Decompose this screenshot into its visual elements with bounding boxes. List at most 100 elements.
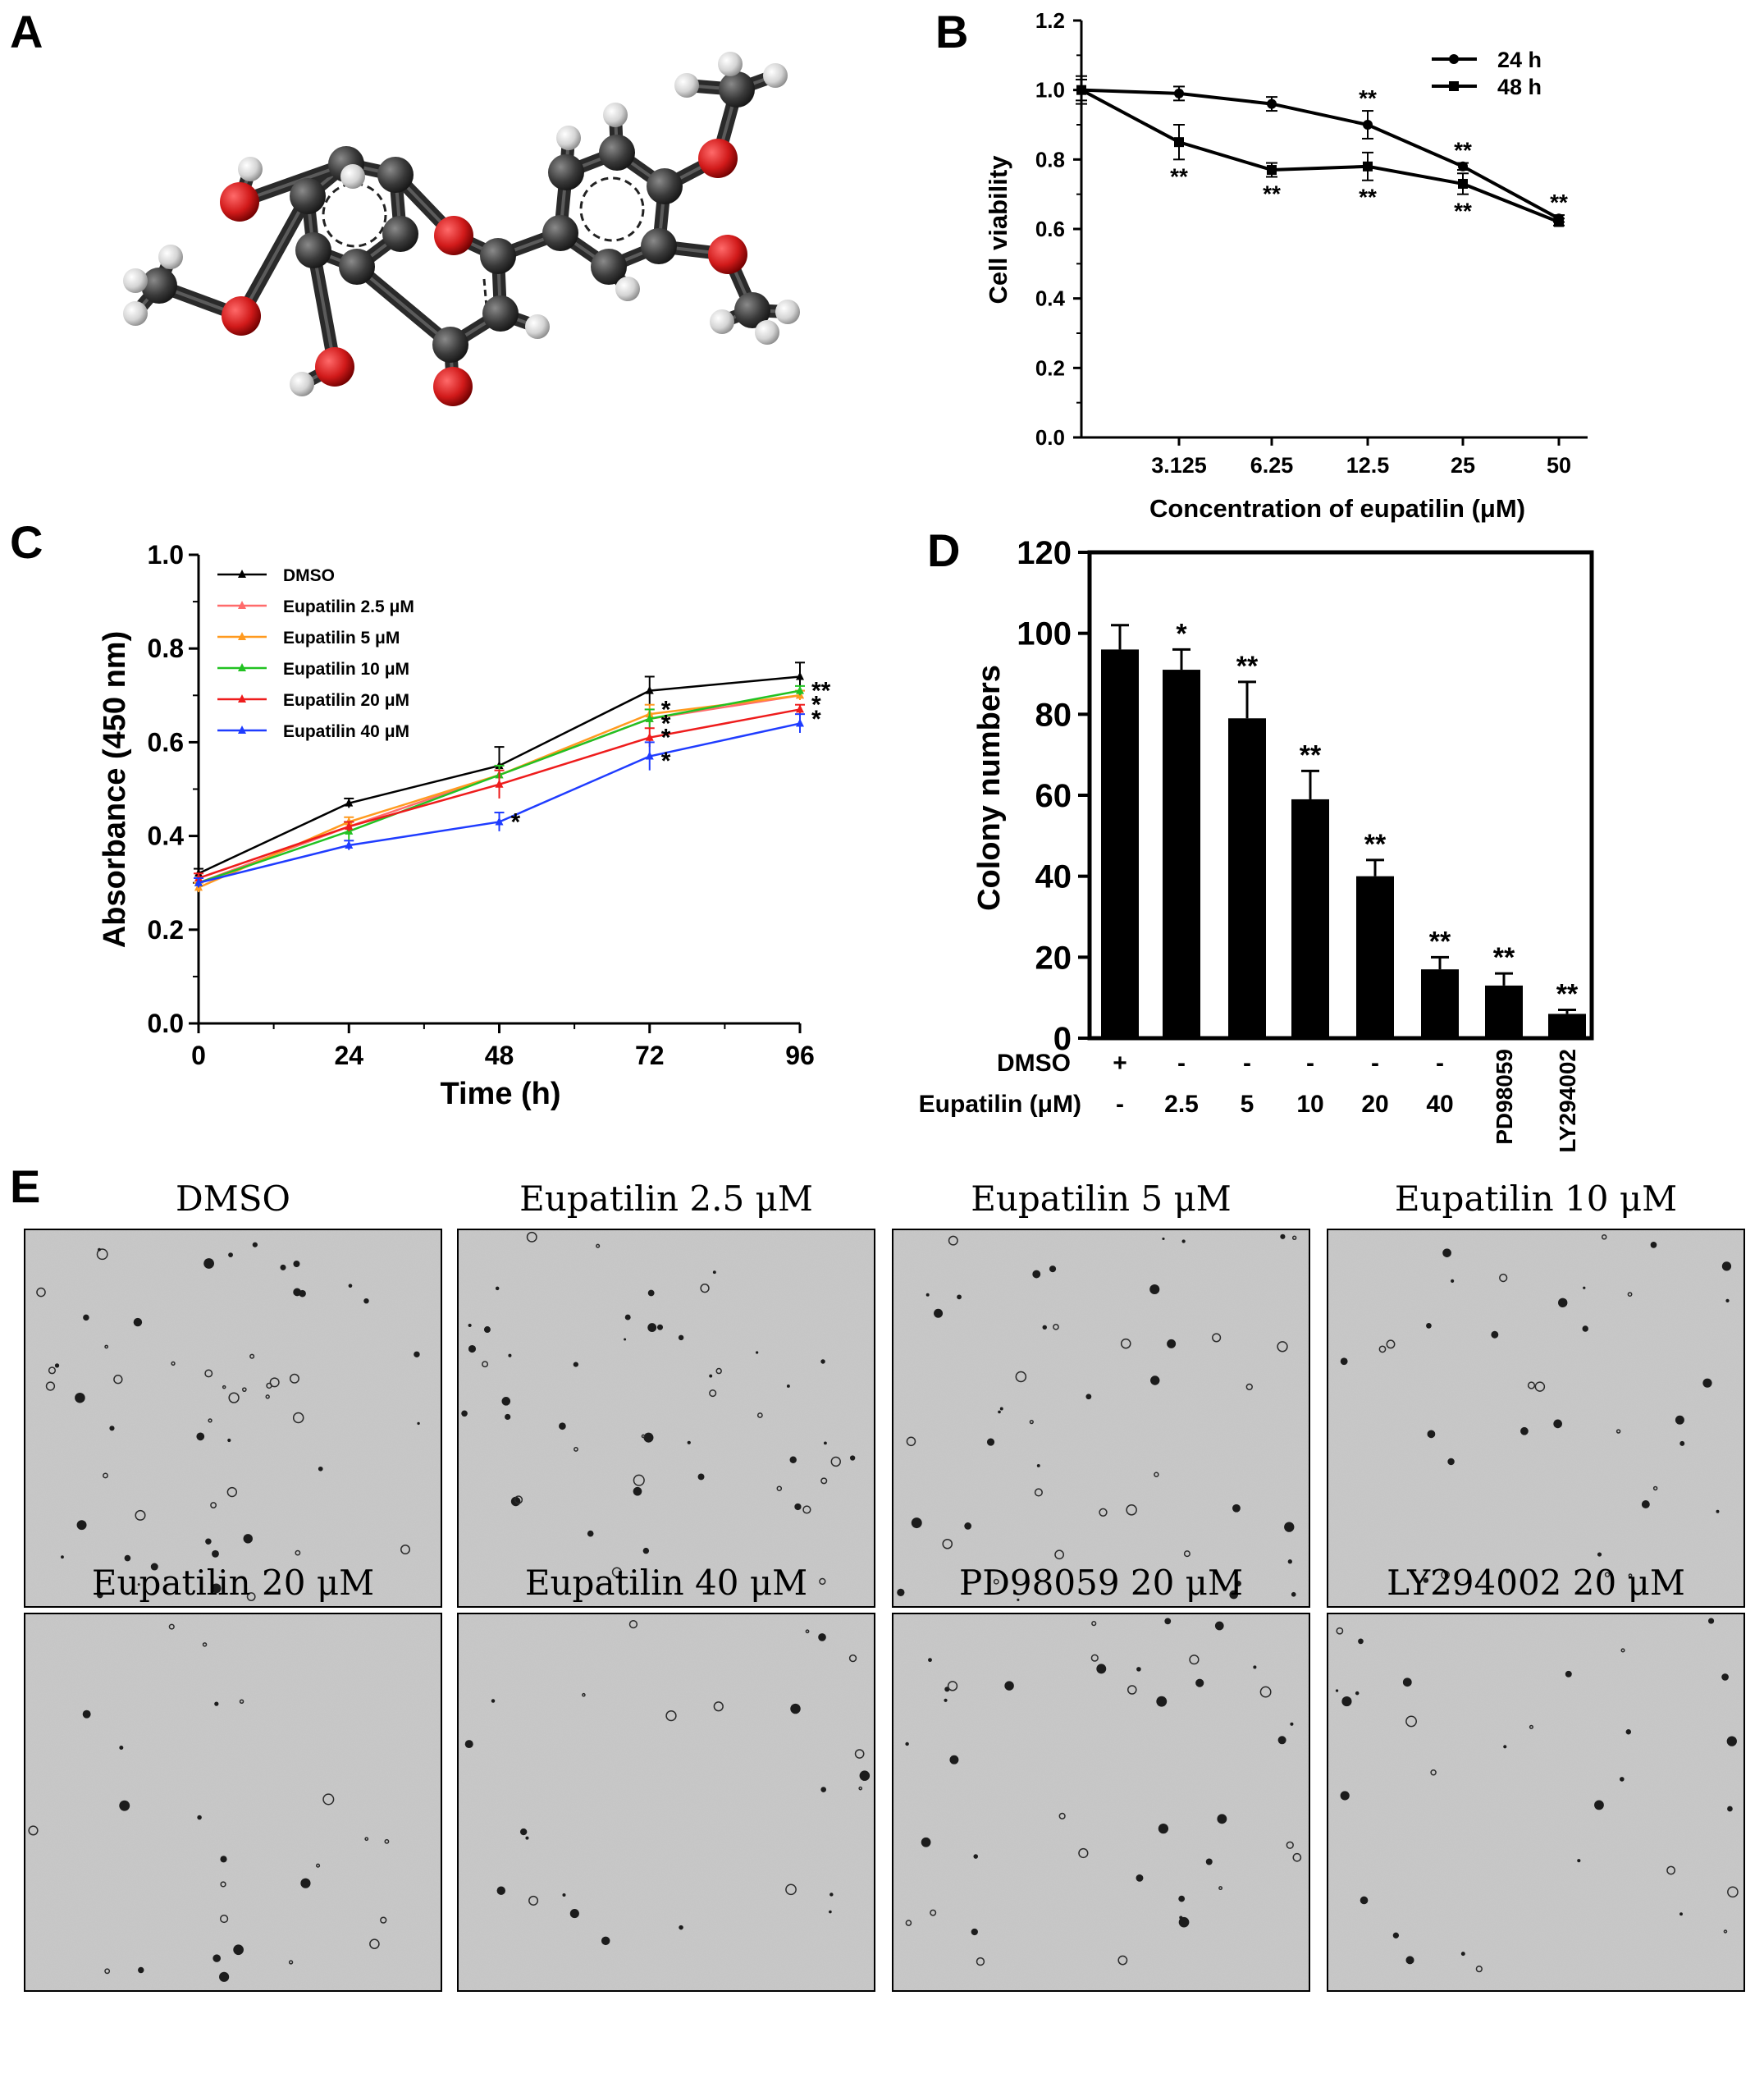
colony: [1447, 1458, 1455, 1466]
hydrogen-atom: [123, 268, 148, 293]
hydrogen-atom: [340, 164, 365, 189]
colony: [854, 1749, 865, 1759]
colony: [1150, 1375, 1160, 1385]
colony: [135, 1509, 146, 1521]
series-line-24-h: [1081, 88, 1560, 221]
hydrogen-atom: [674, 73, 699, 98]
colony: [1725, 1298, 1730, 1303]
colony: [1218, 1886, 1223, 1891]
colony: [293, 1288, 302, 1297]
colony: [657, 1324, 664, 1330]
micrograph-frame: [457, 1613, 875, 1992]
colony: [587, 1530, 594, 1537]
y-tick-label: 40: [1035, 859, 1072, 895]
colony: [1229, 1590, 1239, 1600]
colony: [210, 1502, 217, 1508]
chart-d-colony-numbers: 0 20 40 60 80 100 120 Colony numbers + - * - 2.5 ** - 5…: [919, 535, 1594, 1153]
data-point: [345, 798, 354, 807]
colony: [611, 1567, 622, 1577]
panel-letter-d: D: [927, 524, 960, 576]
colony: [1004, 1681, 1014, 1691]
data-point: [495, 817, 504, 826]
colony: [1099, 1508, 1108, 1517]
colony: [119, 1800, 130, 1811]
colony: [1091, 1621, 1097, 1627]
aromatic-ring-a: [322, 182, 387, 248]
legend-label: DMSO: [283, 566, 335, 585]
colony: [109, 1426, 115, 1431]
bar: [1291, 799, 1329, 1038]
colony: [1534, 1381, 1546, 1392]
colony: [36, 1287, 46, 1298]
colony: [1217, 1814, 1227, 1824]
micrograph-title: Eupatilin 5 μM: [971, 1179, 1232, 1219]
colony: [222, 1385, 226, 1389]
treatment-dose-label: -: [1116, 1091, 1124, 1118]
data-point: [1174, 137, 1184, 148]
colony: [289, 1373, 299, 1384]
colony: [1451, 1279, 1455, 1283]
colony: [1615, 1429, 1621, 1434]
colony: [1430, 1769, 1437, 1776]
colony: [1032, 1270, 1041, 1279]
micrograph-texture: [458, 1229, 875, 1607]
aromatic-ring-b: [579, 176, 645, 242]
colony: [1058, 1812, 1066, 1819]
legend-marker: [238, 570, 246, 578]
colony: [1167, 1339, 1177, 1348]
oxygen-atom: [220, 182, 259, 222]
colony: [1505, 1569, 1510, 1574]
significance-label: *: [661, 711, 671, 738]
colony: [925, 1293, 930, 1297]
colony: [1427, 1430, 1436, 1439]
colony: [204, 1369, 213, 1378]
colony: [1627, 1292, 1633, 1298]
colony: [1335, 1689, 1339, 1692]
bar: [1163, 670, 1200, 1038]
colony: [1212, 1333, 1222, 1343]
significance-label: **: [1359, 85, 1377, 111]
colony: [665, 1710, 677, 1722]
colony: [220, 1881, 226, 1888]
oxygen-atom: [708, 235, 747, 274]
colony: [417, 1421, 420, 1426]
panel-letter-a: A: [10, 6, 43, 57]
treatment-dmso-mark: +: [1113, 1050, 1127, 1077]
colony: [1499, 1273, 1508, 1283]
colony: [1291, 1235, 1297, 1241]
significance-label: **: [811, 678, 831, 705]
colony: [414, 1351, 420, 1357]
y-axis-title: Absorbance (450 nm): [98, 631, 132, 948]
data-point: [1554, 217, 1564, 227]
carbon-atom: [542, 215, 578, 251]
colony: [208, 1418, 213, 1423]
colony: [948, 1235, 958, 1246]
colony: [675, 1577, 679, 1581]
colony: [1136, 1874, 1144, 1882]
significance-label: **: [1263, 181, 1281, 207]
colony: [233, 1944, 244, 1956]
colony: [1405, 1956, 1414, 1965]
significance-label: **: [1454, 199, 1472, 224]
colony: [947, 1681, 958, 1691]
colony: [1625, 1729, 1632, 1735]
micrograph-title: PD98059 20 μM: [959, 1563, 1243, 1603]
significance-label: *: [1176, 618, 1187, 649]
colony: [1291, 1591, 1296, 1597]
oxygen-atom: [433, 367, 473, 406]
colony: [641, 1434, 646, 1439]
data-point: [796, 671, 804, 680]
colony: [678, 1334, 684, 1341]
colony: [776, 1485, 783, 1491]
colony: [1078, 1847, 1089, 1859]
colony: [168, 1623, 175, 1630]
colony: [1189, 1655, 1200, 1665]
y-axis-title: Colony numbers: [972, 665, 1007, 911]
colony: [820, 1477, 828, 1485]
colony: [1565, 1670, 1572, 1678]
colony: [505, 1413, 511, 1421]
carbon-atom: [339, 249, 375, 285]
x-tick-label: 0: [191, 1041, 206, 1070]
legend-label: 24 h: [1497, 48, 1542, 72]
colony: [491, 1699, 496, 1703]
